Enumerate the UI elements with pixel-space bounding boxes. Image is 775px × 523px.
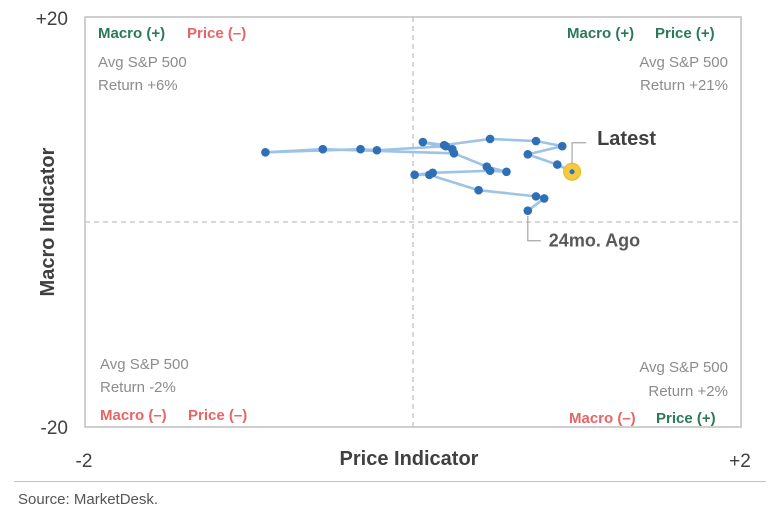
data-point xyxy=(531,192,541,201)
latest-label: Latest xyxy=(597,128,656,150)
plot-frame xyxy=(84,16,742,428)
quadrant-chart: Macro (+) Price (–) Avg S&P 500 Return +… xyxy=(36,9,751,472)
data-point xyxy=(448,144,457,154)
y-tick-bottom: -20 xyxy=(41,418,68,439)
data-point xyxy=(502,167,511,177)
trajectory-segment xyxy=(477,188,538,198)
x-tick-left: -2 xyxy=(76,451,93,472)
quadrant-bottom-right-price: Price (+) xyxy=(656,410,716,427)
latest-leader-line xyxy=(571,142,587,164)
quadrant-top-left-line1: Avg S&P 500 xyxy=(98,54,187,71)
quadrant-bottom-left-line1: Avg S&P 500 xyxy=(100,356,189,373)
quadrant-bottom-left-line2: Return -2% xyxy=(100,379,176,396)
quadrant-bottom-left-macro: Macro (–) xyxy=(100,407,167,424)
data-point xyxy=(557,141,567,151)
data-point xyxy=(428,168,437,178)
data-point xyxy=(474,185,483,195)
data-point xyxy=(523,206,533,216)
trajectory-segment xyxy=(442,137,492,147)
data-point xyxy=(485,134,495,144)
trajectory-segment xyxy=(431,169,492,175)
annotations: Latest 24mo. Ago xyxy=(527,128,656,251)
data-point xyxy=(439,140,449,150)
data-point xyxy=(410,170,419,180)
y-tick-top: +20 xyxy=(36,9,68,30)
trajectory-segment xyxy=(264,147,362,154)
data-point xyxy=(261,148,270,157)
data-point xyxy=(356,144,365,154)
quadrant-top-right-macro: Macro (+) xyxy=(567,25,634,42)
trajectory-segment xyxy=(526,153,559,166)
data-point xyxy=(418,137,428,147)
data-point xyxy=(318,144,328,154)
data-point xyxy=(482,162,492,171)
data-point xyxy=(372,145,382,155)
trajectory-segment xyxy=(452,152,489,168)
tick-labels: +20 -20 -2 +2 xyxy=(36,9,751,472)
quadrant-top-left-macro: Macro (+) xyxy=(98,25,165,42)
data-point xyxy=(539,194,549,203)
quadrant-labels: Macro (+) Price (–) Avg S&P 500 Return +… xyxy=(98,25,728,427)
source-note: Source: MarketDesk. xyxy=(18,491,159,508)
trajectory-segment xyxy=(488,137,538,143)
data-point xyxy=(531,136,541,146)
source-divider xyxy=(14,481,766,482)
quadrant-top-right-line2: Return +21% xyxy=(640,77,728,94)
trajectory-segment xyxy=(428,173,480,192)
trajectory-segment xyxy=(526,144,564,156)
trajectory-segment xyxy=(534,139,564,148)
x-axis-label: Price Indicator xyxy=(340,448,479,470)
quadrant-bottom-left-price: Price (–) xyxy=(188,407,247,424)
quadrant-top-right-price: Price (+) xyxy=(655,25,715,42)
quadrant-bottom-right-line1: Avg S&P 500 xyxy=(639,359,728,376)
start-label: 24mo. Ago xyxy=(549,231,640,251)
trajectory-segment xyxy=(375,144,448,152)
start-leader-line xyxy=(527,215,541,242)
quadrant-top-left-line2: Return +6% xyxy=(98,77,178,94)
data-point xyxy=(523,150,533,159)
data-point xyxy=(553,160,562,169)
quadrant-bottom-right-macro: Macro (–) xyxy=(569,410,636,427)
latest-point-center xyxy=(569,169,575,175)
y-axis-label: Macro Indicator xyxy=(37,147,59,296)
quadrant-top-left-price: Price (–) xyxy=(187,25,246,42)
quadrant-bottom-right-line2: Return +2% xyxy=(648,383,728,400)
quadrant-top-right-line1: Avg S&P 500 xyxy=(639,54,728,71)
trajectory-points xyxy=(261,134,582,216)
x-tick-right: +2 xyxy=(729,451,751,472)
